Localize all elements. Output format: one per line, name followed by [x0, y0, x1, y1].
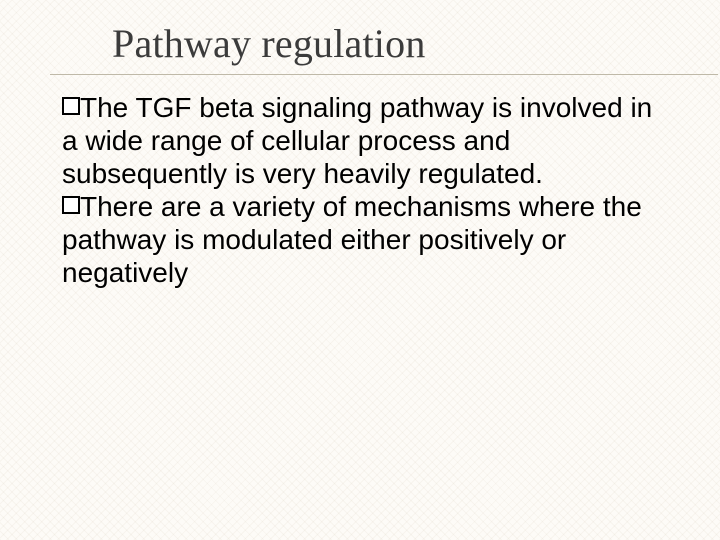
- bullet-text: The TGF beta signaling pathway is involv…: [62, 92, 652, 189]
- hollow-square-icon: [62, 196, 80, 214]
- bullet-item: There are a variety of mechanisms where …: [62, 190, 672, 289]
- arc-icon: [656, 478, 720, 540]
- slide-body: The TGF beta signaling pathway is involv…: [62, 91, 672, 289]
- hollow-square-icon: [62, 97, 80, 115]
- title-underline: [50, 74, 718, 75]
- slide-title: Pathway regulation: [112, 20, 672, 67]
- arc-icon: [641, 463, 720, 540]
- corner-decoration: [636, 458, 706, 528]
- slide: Pathway regulation The TGF beta signalin…: [0, 0, 720, 540]
- bullet-text: There are a variety of mechanisms where …: [62, 191, 642, 288]
- title-container: Pathway regulation: [112, 20, 672, 73]
- arc-icon: [668, 490, 720, 540]
- bullet-item: The TGF beta signaling pathway is involv…: [62, 91, 672, 190]
